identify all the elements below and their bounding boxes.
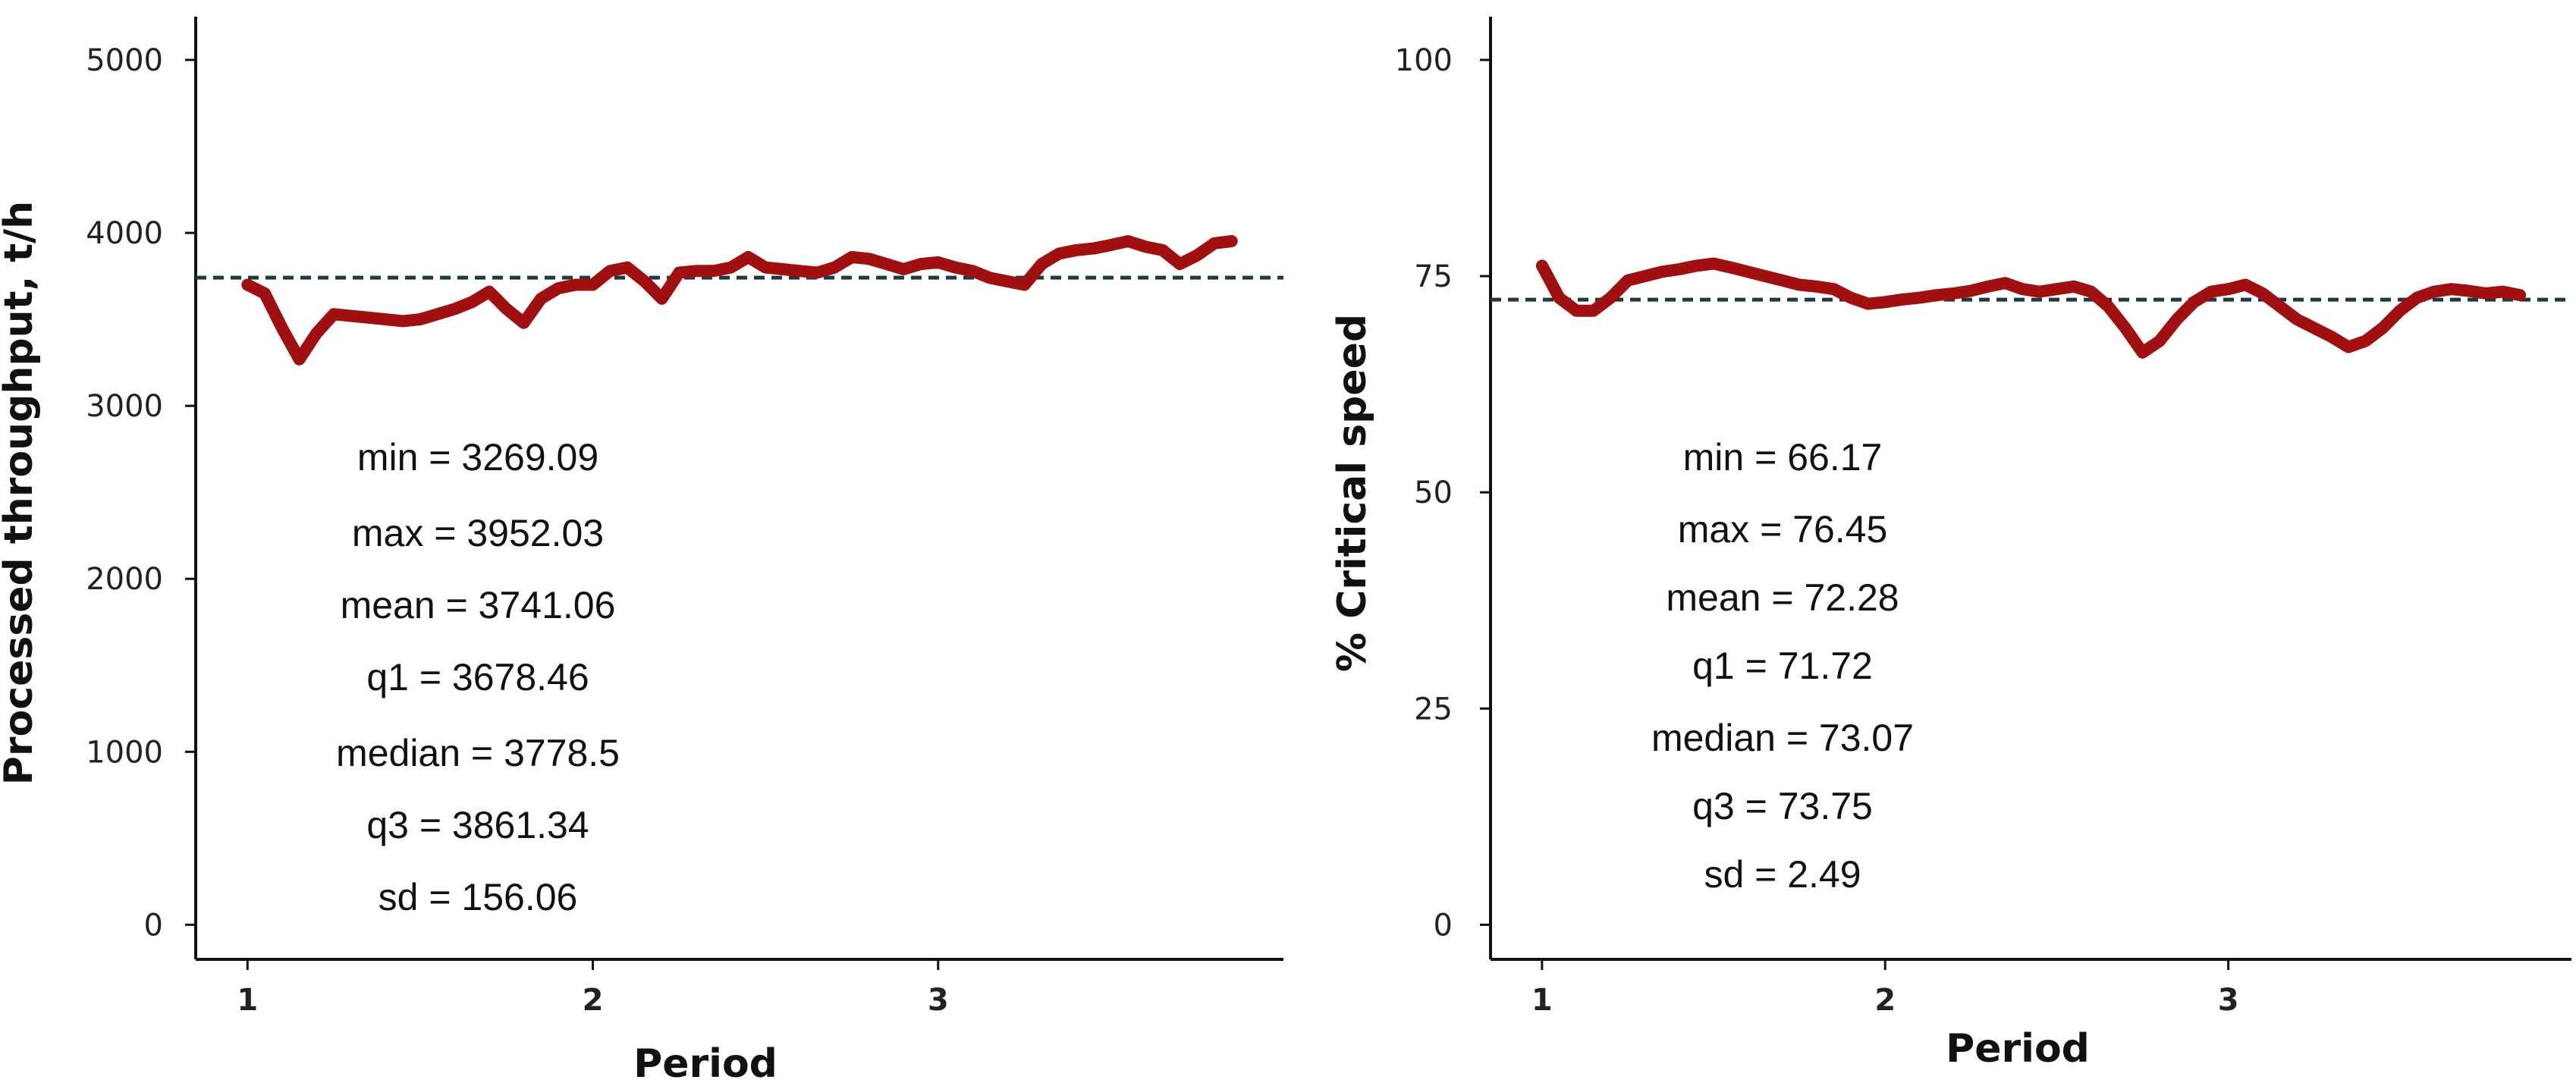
x-tick-label: 1	[237, 983, 258, 1018]
y-tick-label: 4000	[86, 216, 163, 251]
stat-mean-left: mean = 3741.06	[341, 584, 616, 626]
stat-min-right: min = 66.17	[1683, 436, 1883, 479]
panel-left-throughput: 0 1000 2000 3000 4000 5000 1 2 3 Processed thro…	[0, 17, 1283, 1086]
stat-max-right: max = 76.45	[1678, 508, 1888, 551]
y-tick-label: 3000	[86, 389, 163, 424]
series-line-right	[1535, 257, 2527, 359]
y-ticks-left: 0 1000 2000 3000 4000 5000	[86, 43, 196, 943]
stats-annotation-right: min = 66.17 max = 76.45 mean = 72.28 q1 …	[1651, 436, 1914, 896]
x-tick-label: 1	[1531, 983, 1553, 1018]
axes-left	[194, 17, 1283, 961]
panel-right-critical-speed: 0 25 50 75 100 1 2 3 % Critical speed Period m…	[1330, 17, 2571, 1072]
series-line-left	[241, 235, 1238, 366]
x-tick-label: 2	[583, 983, 604, 1018]
y-tick-label: 50	[1414, 476, 1453, 510]
y-tick-label: 75	[1414, 259, 1453, 294]
stat-q3-right: q3 = 73.75	[1692, 785, 1873, 827]
y-tick-label: 5000	[86, 43, 163, 78]
stat-q3-left: q3 = 3861.34	[366, 804, 589, 846]
stat-sd-right: sd = 2.49	[1704, 853, 1861, 896]
stat-q1-left: q1 = 3678.46	[366, 656, 589, 698]
x-axis-title-right: Period	[1946, 1026, 2090, 1072]
stat-min-left: min = 3269.09	[357, 436, 598, 479]
y-tick-label: 0	[1434, 908, 1453, 943]
x-tick-label: 3	[928, 983, 949, 1018]
stat-sd-left: sd = 156.06	[379, 876, 578, 918]
y-axis-title-right: % Critical speed	[1330, 314, 1375, 672]
stat-median-right: median = 73.07	[1651, 717, 1914, 759]
x-tick-label: 2	[1874, 983, 1896, 1018]
stat-q1-right: q1 = 71.72	[1692, 645, 1873, 687]
x-ticks-left: 1 2 3	[237, 959, 949, 1018]
y-tick-label: 1000	[86, 735, 163, 770]
y-axis-title-left: Processed throughput, t/h	[0, 201, 42, 785]
x-ticks-right: 1 2 3	[1531, 959, 2239, 1018]
y-tick-label: 100	[1395, 43, 1453, 78]
y-tick-label: 25	[1414, 692, 1453, 727]
x-axis-title-left: Period	[633, 1041, 778, 1086]
stat-mean-right: mean = 72.28	[1666, 576, 1899, 619]
x-tick-label: 3	[2218, 983, 2239, 1018]
y-ticks-right: 0 25 50 75 100	[1395, 43, 1491, 943]
stat-median-left: median = 3778.5	[336, 732, 620, 774]
stats-annotation-left: min = 3269.09 max = 3952.03 mean = 3741.…	[336, 436, 620, 918]
stat-max-left: max = 3952.03	[352, 512, 604, 554]
y-tick-label: 0	[144, 908, 163, 943]
axes-right	[1489, 17, 2571, 961]
y-tick-label: 2000	[86, 562, 163, 597]
